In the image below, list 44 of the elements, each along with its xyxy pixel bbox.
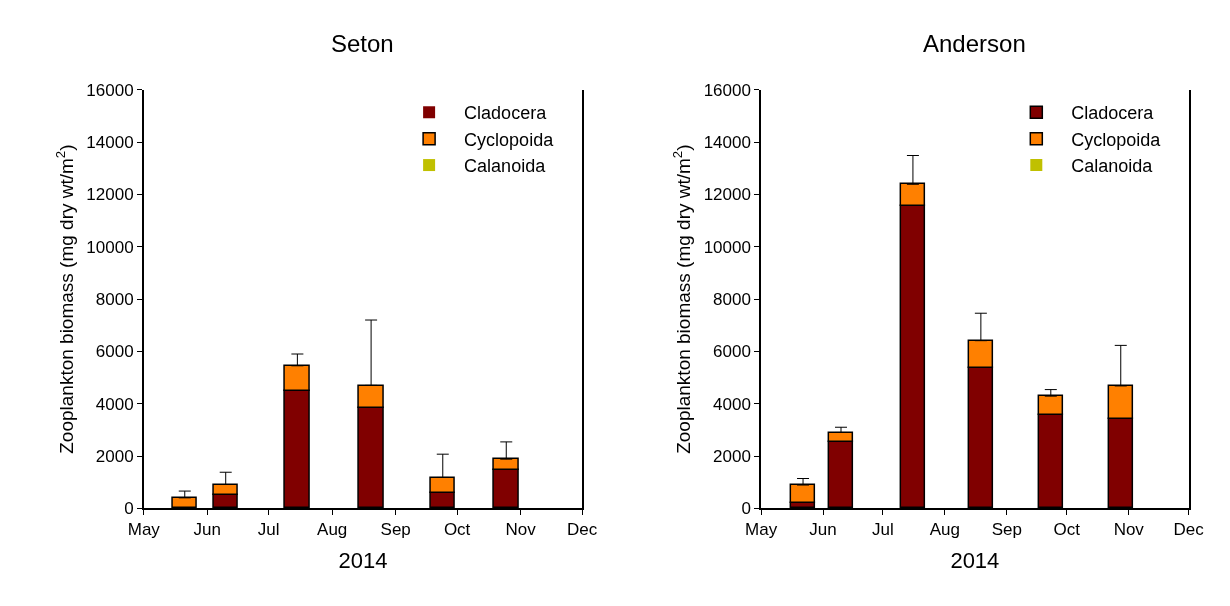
legend-label: Cyclopoida — [464, 129, 555, 150]
y-tick-label: 2000 — [713, 446, 751, 466]
x-tick-label: Dec — [1173, 520, 1205, 540]
y-tick-label: 4000 — [713, 394, 751, 414]
x-tick-label: Oct — [1053, 520, 1081, 540]
chart-title: Anderson — [923, 30, 1026, 57]
y-tick-label: 8000 — [95, 290, 134, 310]
x-tick-label: Jul — [872, 520, 894, 540]
y-tick-label: 0 — [741, 499, 751, 519]
legend-label: Cladocera — [1071, 103, 1155, 124]
chart-title: Seton — [331, 30, 394, 57]
y-tick-label: 8000 — [713, 290, 751, 310]
x-tick-label: Jun — [809, 520, 837, 540]
y-tick-label: 4000 — [95, 394, 134, 414]
x-axis-title: 2014 — [950, 547, 1000, 573]
y-tick-label: 12000 — [86, 185, 134, 205]
x-tick-label: Aug — [929, 520, 961, 540]
x-tick-label: Aug — [317, 520, 348, 540]
legend-label: Calanoida — [464, 156, 547, 177]
y-tick-label: 12000 — [703, 185, 751, 205]
x-tick-label: Nov — [1113, 520, 1145, 540]
x-tick-label: Jul — [257, 520, 280, 540]
x-tick-label: Nov — [505, 520, 537, 540]
y-tick-label: 16000 — [86, 80, 134, 100]
y-tick-label: 10000 — [86, 237, 134, 257]
x-tick-label: Oct — [443, 520, 471, 540]
y-tick-label: 14000 — [703, 133, 751, 153]
legend-label: Cyclopoida — [1071, 129, 1162, 150]
x-tick-label: May — [127, 520, 161, 540]
y-tick-label: 10000 — [703, 237, 751, 257]
y-tick-label: 14000 — [86, 133, 134, 153]
x-axis-title: 2014 — [338, 547, 388, 573]
x-tick-label: Sep — [991, 520, 1022, 540]
x-tick-label: Dec — [566, 520, 598, 540]
y-tick-label: 6000 — [713, 342, 751, 362]
y-tick-label: 2000 — [95, 446, 134, 466]
x-tick-label: Jun — [193, 520, 221, 540]
legend-label: Calanoida — [1071, 156, 1154, 177]
legend-label: Cladocera — [464, 103, 548, 124]
x-tick-label: Sep — [380, 520, 411, 540]
y-tick-label: 16000 — [703, 80, 751, 100]
x-tick-label: May — [745, 520, 778, 540]
y-tick-label: 6000 — [95, 342, 134, 362]
y-tick-label: 0 — [124, 499, 134, 519]
